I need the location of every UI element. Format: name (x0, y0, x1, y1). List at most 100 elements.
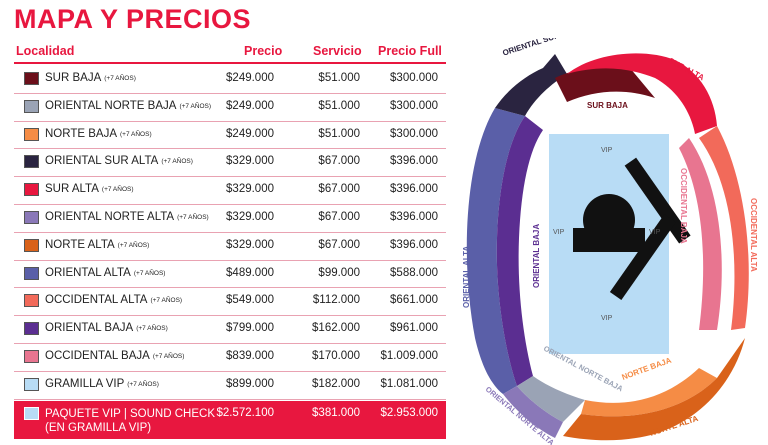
row-divider (14, 120, 446, 122)
header-precio-full: Precio Full (378, 44, 442, 58)
label-norte-baja: NORTE BAJA (621, 356, 673, 382)
color-swatch (24, 183, 39, 197)
color-swatch (24, 127, 39, 141)
precio-full-cell: $661.000 (390, 294, 438, 307)
localidad-name: SUR ALTA (+7 AÑOS) (45, 183, 134, 196)
section-norte-baja[interactable] (581, 368, 717, 417)
vip-label-top: VIP (601, 147, 613, 154)
color-swatch (24, 211, 39, 224)
servicio-cell: $112.000 (312, 294, 360, 307)
color-swatch (24, 294, 39, 308)
section-sur-baja[interactable] (555, 66, 655, 102)
label-occidental-alta: OCCIDENTAL ALTA (749, 198, 758, 272)
section-oriental-norte-alta[interactable] (503, 386, 563, 438)
localidad-name: OCCIDENTAL ALTA (+7 AÑOS) (45, 294, 183, 307)
localidad-name: ORIENTAL NORTE ALTA (+7 AÑOS) (45, 211, 209, 223)
servicio-cell: $182.000 (312, 377, 360, 390)
servicio-cell: $51.000 (318, 127, 360, 140)
table-row[interactable]: ORIENTAL BAJA (+7 AÑOS) $799.000 $162.000 $9… (14, 316, 446, 343)
header-divider (14, 62, 446, 64)
color-swatch (24, 350, 39, 363)
label-occidental-baja: OCCIDENTAL BAJA (679, 168, 688, 244)
localidad-name: ORIENTAL SUR ALTA (+7 AÑOS) (45, 155, 193, 168)
vip-package-name: PAQUETE VIP | SOUND CHECK (EN GRAMILLA V… (45, 408, 215, 434)
localidad-name: GRAMILLA VIP (+7 AÑOS) (45, 377, 159, 390)
stage-icon (573, 157, 691, 301)
section-occidental-alta[interactable] (699, 126, 749, 330)
vip-swatch (24, 407, 39, 420)
precio-full-cell: $1.009.000 (380, 350, 438, 362)
vip-full: $2.953.000 (380, 407, 438, 419)
section-oriental-norte-baja[interactable] (517, 376, 585, 422)
table-row[interactable]: GRAMILLA VIP (+7 AÑOS) $899.000 $182.000 $1.… (14, 372, 446, 399)
vip-servicio: $381.000 (312, 407, 360, 419)
precio-full-cell: $396.000 (390, 183, 438, 196)
precio-full-cell: $396.000 (390, 155, 438, 168)
precio-cell: $249.000 (226, 72, 274, 84)
page-title: MAPA Y PRECIOS (14, 4, 252, 34)
vip-precio: $2.572.100 (216, 407, 274, 419)
servicio-cell: $162.000 (312, 322, 360, 335)
precio-cell: $899.000 (226, 377, 274, 390)
header-localidad: Localidad (16, 44, 75, 58)
row-divider (14, 398, 446, 400)
precio-full-cell: $1.081.000 (380, 377, 438, 390)
table-row[interactable]: SUR ALTA (+7 AÑOS) $329.000 $67.000 $396.000 (14, 177, 446, 204)
color-swatch (24, 266, 39, 280)
section-norte-alta[interactable] (563, 338, 745, 441)
precio-cell: $249.000 (226, 99, 274, 112)
precio-full-cell: $300.000 (390, 72, 438, 84)
section-sur-alta[interactable] (567, 53, 717, 134)
precio-full-cell: $300.000 (390, 99, 438, 112)
localidad-name: SUR BAJA (+7 AÑOS) (45, 72, 136, 84)
localidad-name: ORIENTAL BAJA (+7 AÑOS) (45, 322, 168, 335)
header-precio: Precio (244, 44, 283, 58)
table-row[interactable]: NORTE ALTA (+7 AÑOS) $329.000 $67.000 $396.0… (14, 233, 446, 260)
precio-cell: $549.000 (226, 294, 274, 307)
table-row[interactable]: ORIENTAL ALTA (+7 AÑOS) $489.000 $99.000 $58… (14, 261, 446, 288)
servicio-cell: $67.000 (318, 155, 360, 168)
table-row[interactable]: OCCIDENTAL ALTA (+7 AÑOS) $549.000 $112.000… (14, 288, 446, 315)
row-divider (14, 343, 446, 344)
servicio-cell: $67.000 (318, 183, 360, 196)
row-divider (14, 287, 446, 289)
localidad-name: NORTE ALTA (+7 AÑOS) (45, 238, 150, 251)
row-divider (14, 148, 446, 150)
precio-full-cell: $961.000 (390, 322, 438, 335)
row-divider (14, 176, 446, 178)
label-oriental-sur-alta: ORIENTAL SUR ALTA (501, 38, 581, 58)
servicio-cell: $170.000 (312, 350, 360, 362)
table-row[interactable]: NORTE BAJA (+7 AÑOS) $249.000 $51.000 $300.0… (14, 122, 446, 149)
row-divider (14, 315, 446, 317)
precio-full-cell: $396.000 (390, 238, 438, 251)
table-row[interactable]: ORIENTAL SUR ALTA (+7 AÑOS) $329.000 $67.00… (14, 149, 446, 176)
table-row[interactable]: ORIENTAL NORTE ALTA (+7 AÑOS) $329.000 $67.… (14, 205, 446, 232)
vip-label-left: VIP (553, 229, 565, 236)
label-oriental-alta: ORIENTAL ALTA (462, 246, 471, 308)
precio-full-cell: $588.000 (390, 266, 438, 279)
section-oriental-baja[interactable] (496, 116, 543, 386)
precio-full-cell: $396.000 (390, 211, 438, 223)
localidad-name: OCCIDENTAL BAJA (+7 AÑOS) (45, 350, 185, 362)
section-oriental-sur-alta[interactable] (495, 54, 567, 116)
localidad-name: ORIENTAL ALTA (+7 AÑOS) (45, 266, 166, 279)
servicio-cell: $51.000 (318, 72, 360, 84)
localidad-name: NORTE BAJA (+7 AÑOS) (45, 127, 152, 140)
precio-cell: $249.000 (226, 127, 274, 140)
table-row[interactable]: OCCIDENTAL BAJA (+7 AÑOS) $839.000 $170.000… (14, 344, 446, 371)
precio-cell: $329.000 (226, 155, 274, 168)
vip-package-row[interactable]: PAQUETE VIP | SOUND CHECK (EN GRAMILLA V… (14, 401, 446, 439)
section-oriental-alta[interactable] (466, 108, 525, 394)
table-row[interactable]: SUR BAJA (+7 AÑOS) $249.000 $51.000 $300.000 (14, 66, 446, 93)
row-divider (14, 370, 446, 372)
servicio-cell: $51.000 (318, 99, 360, 112)
precio-cell: $839.000 (226, 350, 274, 362)
header-servicio: Servicio (313, 44, 362, 58)
label-sur-baja: SUR BAJA (587, 101, 628, 110)
row-divider (14, 259, 446, 261)
servicio-cell: $67.000 (318, 211, 360, 223)
section-occidental-baja[interactable] (679, 138, 722, 330)
precio-cell: $329.000 (226, 183, 274, 196)
table-row[interactable]: ORIENTAL NORTE BAJA (+7 AÑOS) $249.000 $51.… (14, 94, 446, 121)
label-oriental-baja: ORIENTAL BAJA (532, 224, 541, 288)
